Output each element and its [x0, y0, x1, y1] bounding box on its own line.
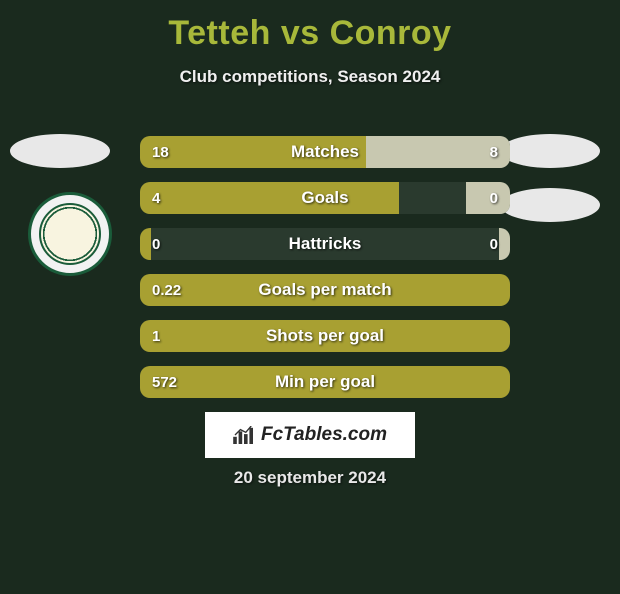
- stat-label: Goals per match: [140, 274, 510, 306]
- page-title: Tetteh vs Conroy: [0, 14, 620, 53]
- player-right-logo-2: [500, 188, 600, 222]
- fctables-label: FcTables.com: [261, 424, 387, 446]
- stat-label: Hattricks: [140, 228, 510, 260]
- fctables-attribution: FcTables.com: [205, 412, 415, 458]
- stats-container: 188Matches 40Goals 00Hattricks 0.22Goals pe…: [140, 136, 510, 412]
- club-badge: [28, 192, 112, 276]
- chart-icon: [233, 426, 255, 444]
- player-right-logo-1: [500, 134, 600, 168]
- stat-row: 572Min per goal: [140, 366, 510, 398]
- stat-row: 40Goals: [140, 182, 510, 214]
- stat-row: 188Matches: [140, 136, 510, 168]
- stat-label: Shots per goal: [140, 320, 510, 352]
- stat-label: Goals: [140, 182, 510, 214]
- date-label: 20 september 2024: [0, 468, 620, 488]
- stat-row: 00Hattricks: [140, 228, 510, 260]
- stat-row: 1Shots per goal: [140, 320, 510, 352]
- stat-label: Matches: [140, 136, 510, 168]
- player-left-logo-1: [10, 134, 110, 168]
- club-badge-inner: [39, 203, 101, 265]
- stat-row: 0.22Goals per match: [140, 274, 510, 306]
- stat-label: Min per goal: [140, 366, 510, 398]
- subtitle: Club competitions, Season 2024: [0, 67, 620, 87]
